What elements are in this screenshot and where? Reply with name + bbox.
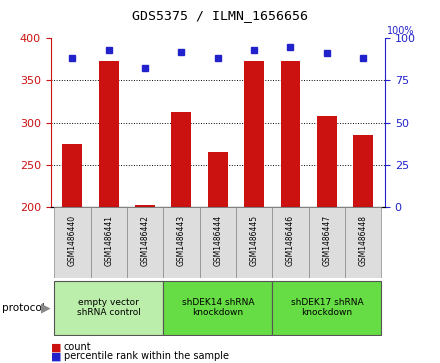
Text: GSM1486441: GSM1486441 — [104, 215, 113, 266]
Bar — [345, 207, 381, 278]
Text: shDEK17 shRNA
knockdown: shDEK17 shRNA knockdown — [290, 298, 363, 317]
Bar — [272, 207, 309, 278]
Text: count: count — [64, 342, 92, 352]
Text: GSM1486442: GSM1486442 — [141, 215, 150, 266]
Bar — [309, 207, 345, 278]
Bar — [317, 116, 337, 207]
Bar — [236, 207, 272, 278]
Text: empty vector
shRNA control: empty vector shRNA control — [77, 298, 141, 317]
Text: GSM1486444: GSM1486444 — [213, 215, 222, 266]
Text: GSM1486446: GSM1486446 — [286, 215, 295, 266]
Bar — [163, 207, 200, 278]
Bar — [172, 113, 191, 207]
Text: GSM1486440: GSM1486440 — [68, 215, 77, 266]
Bar — [91, 207, 127, 278]
Bar — [127, 207, 163, 278]
Text: GDS5375 / ILMN_1656656: GDS5375 / ILMN_1656656 — [132, 9, 308, 22]
Text: ■: ■ — [51, 342, 61, 352]
Text: protocol: protocol — [2, 303, 45, 313]
Text: GSM1486443: GSM1486443 — [177, 215, 186, 266]
Bar — [99, 61, 119, 207]
Bar — [200, 207, 236, 278]
Bar — [208, 152, 228, 207]
Text: ■: ■ — [51, 351, 61, 362]
Text: shDEK14 shRNA
knockdown: shDEK14 shRNA knockdown — [182, 298, 254, 317]
Text: ▶: ▶ — [41, 301, 51, 314]
Bar — [244, 61, 264, 207]
Bar — [272, 281, 381, 335]
Bar — [163, 281, 272, 335]
Bar — [62, 144, 82, 207]
Text: GSM1486445: GSM1486445 — [249, 215, 259, 266]
Bar — [135, 205, 155, 207]
Bar — [54, 281, 163, 335]
Bar — [54, 207, 91, 278]
Bar — [281, 61, 301, 207]
Text: GSM1486447: GSM1486447 — [323, 215, 331, 266]
Bar — [353, 135, 373, 207]
Text: percentile rank within the sample: percentile rank within the sample — [64, 351, 229, 362]
Text: GSM1486448: GSM1486448 — [359, 215, 368, 266]
Text: 100%: 100% — [387, 26, 414, 36]
